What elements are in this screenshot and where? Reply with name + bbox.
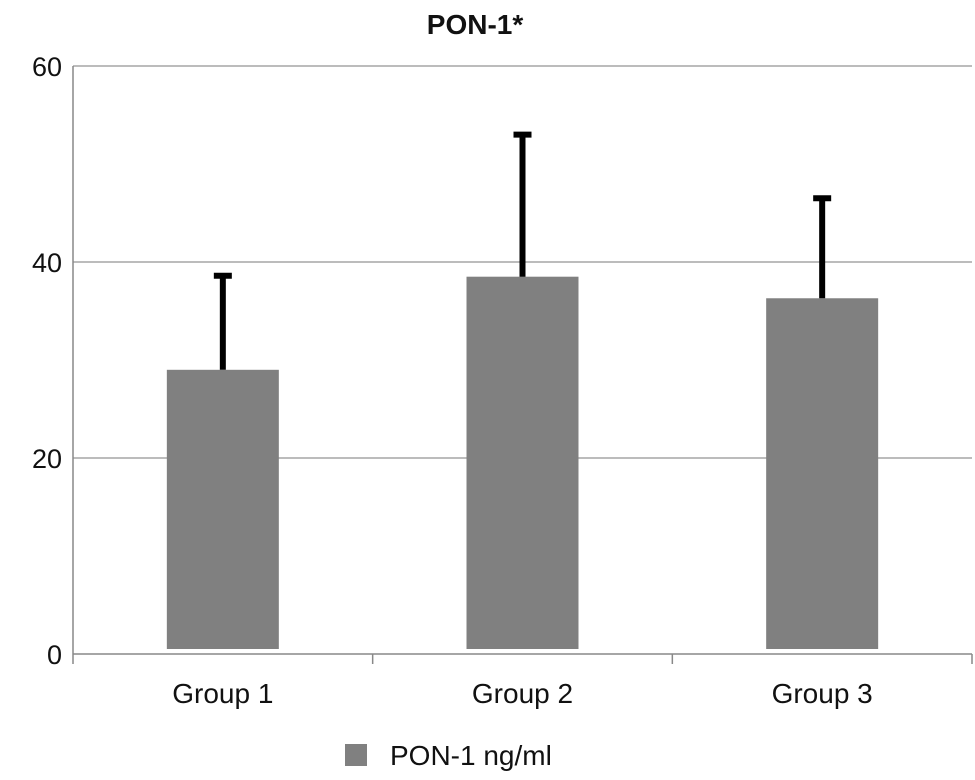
legend-label: PON-1 ng/ml bbox=[390, 740, 552, 771]
bar bbox=[166, 369, 279, 649]
x-tick-label: Group 2 bbox=[472, 678, 573, 709]
y-tick-label: 40 bbox=[32, 248, 62, 278]
x-tick-label: Group 3 bbox=[772, 678, 873, 709]
legend-swatch bbox=[345, 744, 367, 766]
axes bbox=[72, 66, 973, 664]
legend: PON-1 ng/ml bbox=[345, 740, 552, 771]
y-tick-label: 20 bbox=[32, 444, 62, 474]
bar bbox=[766, 298, 879, 649]
error-bars bbox=[213, 131, 832, 370]
bars bbox=[166, 276, 879, 649]
y-tick-label: 60 bbox=[32, 52, 62, 82]
bar bbox=[466, 276, 579, 649]
chart-title: PON-1* bbox=[427, 9, 524, 40]
y-axis-ticks: 0 20 40 60 bbox=[32, 52, 62, 670]
x-tick-label: Group 1 bbox=[172, 678, 273, 709]
x-axis-labels: Group 1 Group 2 Group 3 bbox=[172, 678, 873, 709]
y-tick-label: 0 bbox=[47, 640, 62, 670]
